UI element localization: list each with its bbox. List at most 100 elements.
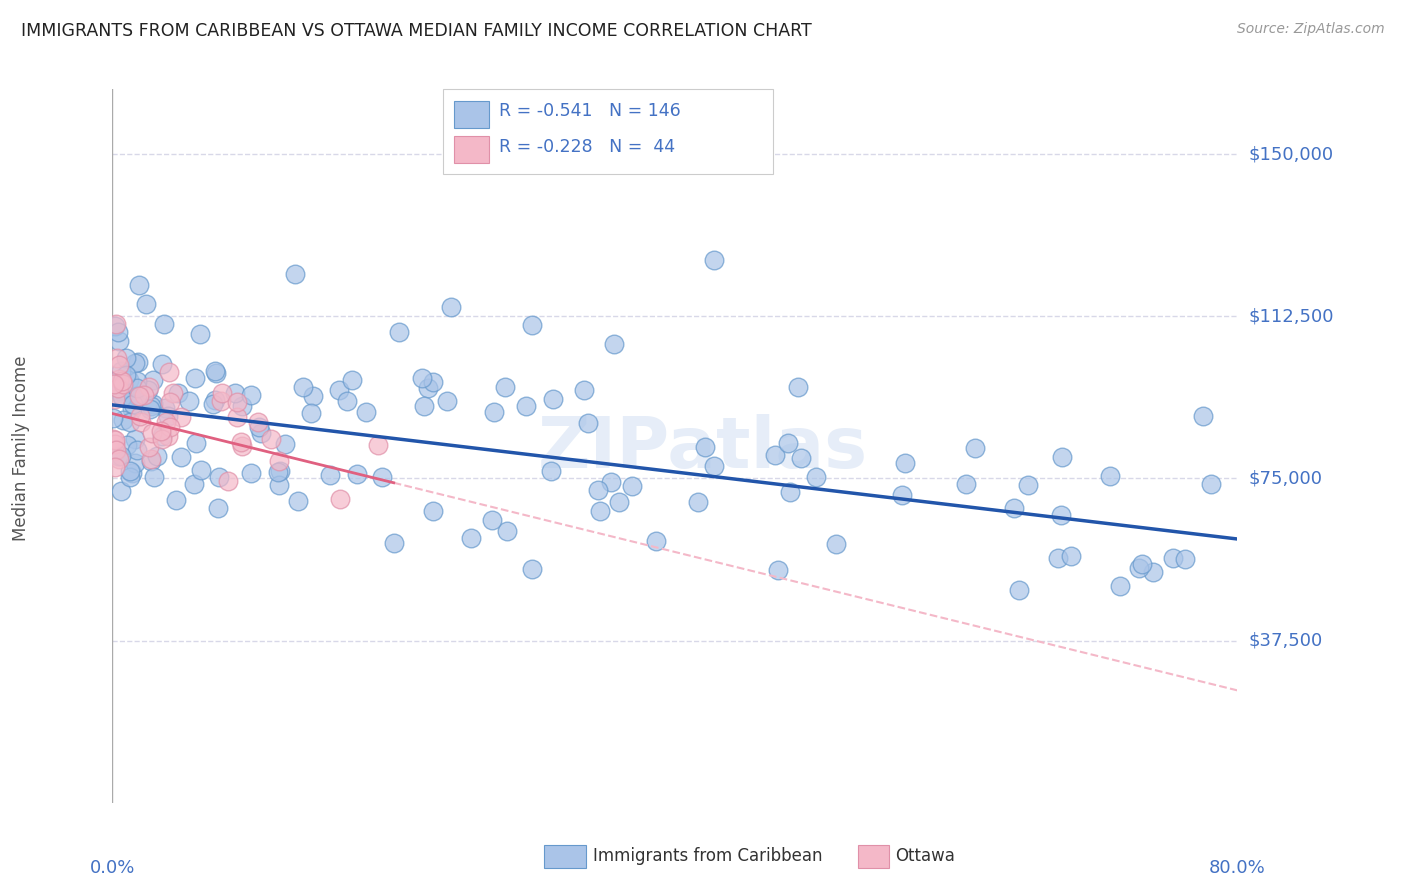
Point (763, 448, 786, 462)
Point (955, 476, 977, 491)
Point (299, 406, 322, 420)
Point (1130, 558, 1153, 572)
Point (202, 397, 225, 411)
Point (122, 390, 145, 404)
Point (239, 388, 262, 402)
Point (124, 356, 146, 370)
Point (371, 470, 394, 484)
Point (209, 394, 232, 409)
Point (141, 425, 163, 440)
Point (127, 381, 149, 395)
Point (107, 449, 129, 463)
Point (118, 373, 141, 387)
Point (128, 389, 150, 403)
Point (204, 364, 226, 378)
Point (141, 454, 163, 468)
Text: Source: ZipAtlas.com: Source: ZipAtlas.com (1237, 22, 1385, 37)
Point (111, 374, 134, 388)
Point (155, 415, 177, 429)
Text: $75,000: $75,000 (1249, 469, 1323, 487)
Point (482, 405, 505, 419)
Point (1050, 450, 1073, 464)
Point (107, 381, 129, 395)
Point (229, 434, 252, 449)
Point (240, 466, 263, 480)
Point (138, 380, 160, 394)
Point (103, 377, 125, 392)
Point (267, 454, 290, 468)
Point (170, 450, 193, 464)
Point (190, 463, 212, 477)
Point (127, 374, 149, 388)
Point (125, 443, 148, 458)
Point (965, 442, 987, 456)
Point (291, 380, 314, 394)
Point (207, 500, 229, 515)
Point (249, 426, 271, 441)
Point (152, 429, 174, 443)
Point (436, 393, 458, 408)
Point (115, 438, 138, 452)
Text: ZIPatlas: ZIPatlas (538, 414, 868, 483)
Point (139, 451, 162, 466)
Point (150, 357, 173, 371)
Point (108, 371, 131, 385)
Point (354, 405, 377, 419)
Point (118, 470, 141, 484)
Point (183, 476, 205, 491)
Point (225, 409, 247, 424)
Point (413, 400, 436, 414)
Point (1046, 550, 1069, 565)
Point (108, 384, 131, 399)
Point (104, 442, 127, 457)
Point (155, 401, 177, 415)
Point (693, 440, 716, 454)
Text: 0.0%: 0.0% (90, 859, 135, 877)
Point (522, 318, 544, 332)
Point (136, 383, 159, 397)
Point (110, 484, 132, 499)
Point (211, 385, 233, 400)
Point (159, 420, 181, 434)
Point (231, 439, 253, 453)
Point (105, 382, 128, 396)
Point (246, 416, 269, 430)
Point (1002, 500, 1025, 515)
Point (103, 432, 125, 446)
Point (302, 389, 325, 403)
Point (1098, 469, 1121, 483)
Text: $150,000: $150,000 (1249, 145, 1334, 163)
Point (382, 536, 405, 550)
Point (143, 470, 166, 484)
Point (319, 468, 342, 483)
Point (205, 366, 228, 380)
Point (170, 410, 193, 425)
Point (125, 389, 148, 403)
Point (274, 436, 297, 450)
Point (156, 409, 179, 423)
Point (138, 440, 160, 454)
Point (1108, 578, 1130, 592)
Point (287, 494, 309, 508)
Point (104, 319, 127, 334)
Text: 80.0%: 80.0% (1209, 859, 1265, 877)
Point (1161, 550, 1184, 565)
Point (1174, 552, 1197, 566)
Point (135, 297, 157, 311)
Point (224, 385, 246, 400)
Point (226, 395, 249, 409)
Point (111, 389, 134, 403)
Text: $37,500: $37,500 (1249, 632, 1323, 649)
Point (422, 503, 444, 517)
Point (104, 433, 127, 447)
Point (688, 495, 710, 509)
Point (1192, 409, 1215, 423)
Point (124, 433, 146, 447)
Point (138, 401, 160, 416)
Point (644, 533, 666, 548)
Point (779, 485, 801, 500)
Point (422, 375, 444, 389)
Point (129, 409, 152, 424)
Point (1017, 478, 1039, 492)
Point (576, 416, 599, 430)
